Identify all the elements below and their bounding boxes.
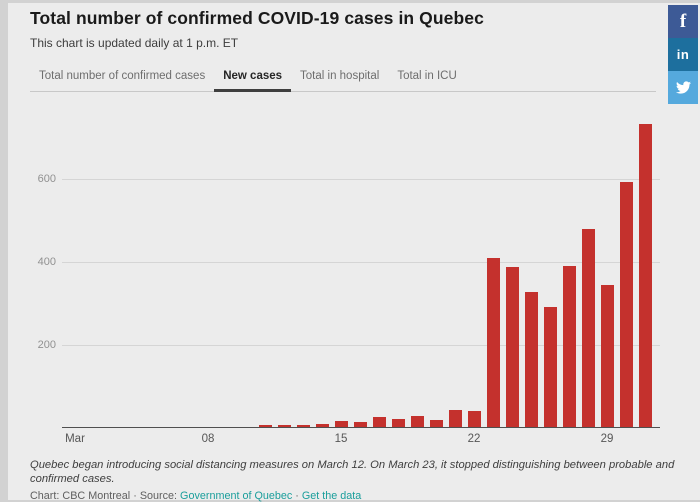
bar-mar-23	[486, 257, 500, 427]
x-axis-label-29: 29	[600, 433, 614, 445]
chart-subtitle: This chart is updated daily at 1 p.m. ET	[30, 36, 239, 50]
bar-mar-29	[600, 285, 614, 427]
y-axis-label-400: 400	[37, 256, 56, 269]
y-axis-label-200: 200	[37, 339, 56, 352]
bar-mar-31	[638, 123, 652, 427]
share-buttons: f in	[668, 5, 698, 104]
bar-mar-16	[353, 422, 367, 427]
bar-mar-11	[258, 425, 272, 427]
x-axis-label-08: 08	[201, 433, 215, 445]
bar-mar-18	[391, 418, 405, 427]
tab-new-cases[interactable]: New cases	[214, 65, 292, 92]
tab-total-in-icu[interactable]: Total in ICU	[397, 70, 457, 82]
bar-mar-13	[296, 425, 310, 427]
gridline-600	[62, 179, 660, 181]
tab-total-number-of-confirmed-cases[interactable]: Total number of confirmed cases	[39, 70, 206, 82]
x-axis-label-22: 22	[467, 433, 481, 445]
bar-mar-25	[524, 291, 538, 427]
bar-mar-28	[581, 229, 595, 427]
credit-chart-author: Chart: CBC Montreal	[30, 490, 131, 502]
bar-mar-24	[505, 267, 519, 427]
twitter-icon	[675, 81, 691, 94]
credit-line: Chart: CBC Montreal · Source: Government…	[30, 490, 678, 502]
bar-mar-15	[334, 420, 348, 427]
twitter-share-button[interactable]	[668, 71, 698, 104]
facebook-share-button[interactable]: f	[668, 5, 698, 38]
linkedin-share-button[interactable]: in	[668, 38, 698, 71]
y-axis-label-600: 600	[37, 173, 56, 186]
credit-source-label: Source:	[139, 490, 178, 502]
bar-mar-20	[429, 419, 443, 427]
bar-mar-26	[543, 306, 557, 427]
x-axis-label-15: 15	[334, 433, 348, 445]
bar-mar-19	[410, 415, 424, 427]
bar-chart-plot-area	[60, 113, 660, 428]
chart-widget: Total number of confirmed COVID-19 cases…	[8, 3, 700, 502]
credit-separator: ·	[133, 490, 137, 502]
credit-separator-2: ·	[295, 490, 299, 502]
tab-bar: Total number of confirmed cases New cases…	[30, 65, 656, 92]
bar-mar-12	[277, 425, 291, 427]
gridline-200	[62, 345, 660, 347]
x-axis-line	[62, 427, 660, 428]
source-link[interactable]: Government of Quebec	[180, 490, 293, 502]
bar-mar-27	[562, 265, 576, 427]
bar-mar-22	[467, 411, 481, 427]
gridline-400	[62, 262, 660, 264]
bar-mar-30	[619, 182, 633, 427]
page-title: Total number of confirmed COVID-19 cases…	[30, 8, 484, 28]
x-axis-label-mar: Mar	[65, 433, 85, 445]
tab-total-in-hospital[interactable]: Total in hospital	[300, 70, 380, 82]
facebook-icon: f	[679, 10, 687, 32]
linkedin-icon: in	[676, 47, 690, 62]
chart-footnote: Quebec began introducing social distanci…	[30, 459, 675, 485]
bar-mar-17	[372, 417, 386, 427]
bar-mar-21	[448, 409, 462, 427]
bar-mar-14	[315, 423, 329, 427]
get-the-data-link[interactable]: Get the data	[301, 490, 362, 502]
